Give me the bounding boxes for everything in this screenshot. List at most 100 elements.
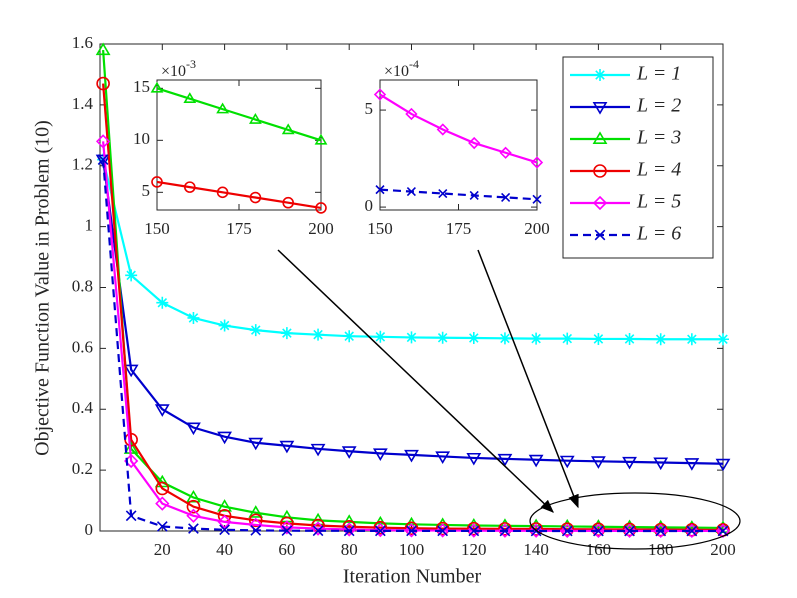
multiplier-base: ×10 [161,63,186,80]
marker [684,458,700,471]
marker [406,187,416,197]
marker [281,123,295,135]
x-tick-label: 200 [524,219,550,238]
marker [685,333,698,346]
x-tick-label: 20 [154,540,171,559]
marker [375,185,385,195]
marker [341,446,357,459]
series-line [379,188,538,201]
marker [530,332,543,345]
marker [315,202,327,214]
x-tick-label: 180 [648,540,674,559]
marker [717,525,729,537]
marker [684,523,699,539]
marker [150,81,164,93]
marker [561,525,573,537]
marker [528,523,544,538]
plot-area [379,79,538,211]
marker [373,520,388,535]
plot-area [156,79,322,211]
marker [218,319,231,332]
marker [156,521,168,532]
marker [312,328,325,341]
marker [532,194,542,204]
marker [280,516,294,531]
y-tick-label: 5 [365,99,374,118]
marker [248,505,264,518]
marker [560,523,575,538]
y-multiplier: ×10-4 [384,57,419,80]
x-tick-label: 100 [399,540,425,559]
marker [622,456,637,470]
marker [435,451,451,465]
marker [499,146,512,159]
arrow [277,249,554,513]
marker [529,522,543,536]
marker [528,454,544,468]
marker [184,181,196,193]
x-tick-label: 175 [226,219,252,238]
marker [622,523,637,539]
marker [530,156,544,169]
marker [717,333,729,346]
marker [281,525,293,537]
marker [96,76,110,91]
marker [466,521,481,536]
marker [498,332,511,345]
y-tick-label: 0.4 [72,398,94,417]
marker [624,525,635,537]
y-tick-label: 0.8 [72,276,93,295]
y-multiplier: ×10-3 [161,57,196,80]
marker [95,134,111,149]
marker [217,431,232,445]
series-line [102,83,724,532]
marker [686,525,698,537]
marker [497,523,513,538]
marker [248,513,263,528]
marker [151,176,163,188]
legend-label: L = 2 [636,95,681,117]
y-tick-label: 0.2 [72,459,93,478]
x-tick-label: 200 [308,219,334,238]
marker [154,404,170,417]
marker [655,525,667,537]
marker [156,296,169,309]
marker [250,525,262,536]
marker [279,440,295,454]
x-tick-label: 160 [586,540,612,559]
marker [561,332,574,345]
marker [183,92,197,104]
marker [592,195,608,211]
marker [248,437,264,451]
marker [123,364,139,378]
multiplier-exponent: -4 [409,57,419,71]
series-line [156,87,322,142]
marker [343,525,355,537]
marker [436,331,449,344]
y-tick-label: 15 [133,77,150,96]
marker [249,112,262,124]
marker [155,481,170,496]
marker [437,525,449,537]
y-axis-label: Objective Function Value in Problem (10) [32,120,54,456]
marker [715,458,731,472]
marker [591,523,606,538]
marker [406,525,417,537]
marker [343,330,356,343]
legend-label: L = 5 [636,191,681,213]
x-tick-label: 120 [461,540,487,559]
y-tick-label: 0 [85,520,94,539]
marker [95,42,111,56]
plot-layer: 20 40 60 80 100 120 140 160 180 20000.20.40.60.81… [72,33,736,559]
x-tick-label: 40 [216,540,233,559]
marker [653,522,668,537]
marker [186,489,201,503]
marker [593,164,607,178]
marker [219,524,230,536]
marker [310,443,326,457]
marker [404,449,419,463]
legend-label: L = 3 [636,127,681,149]
marker [216,102,229,114]
y-tick-label: 5 [142,181,151,200]
